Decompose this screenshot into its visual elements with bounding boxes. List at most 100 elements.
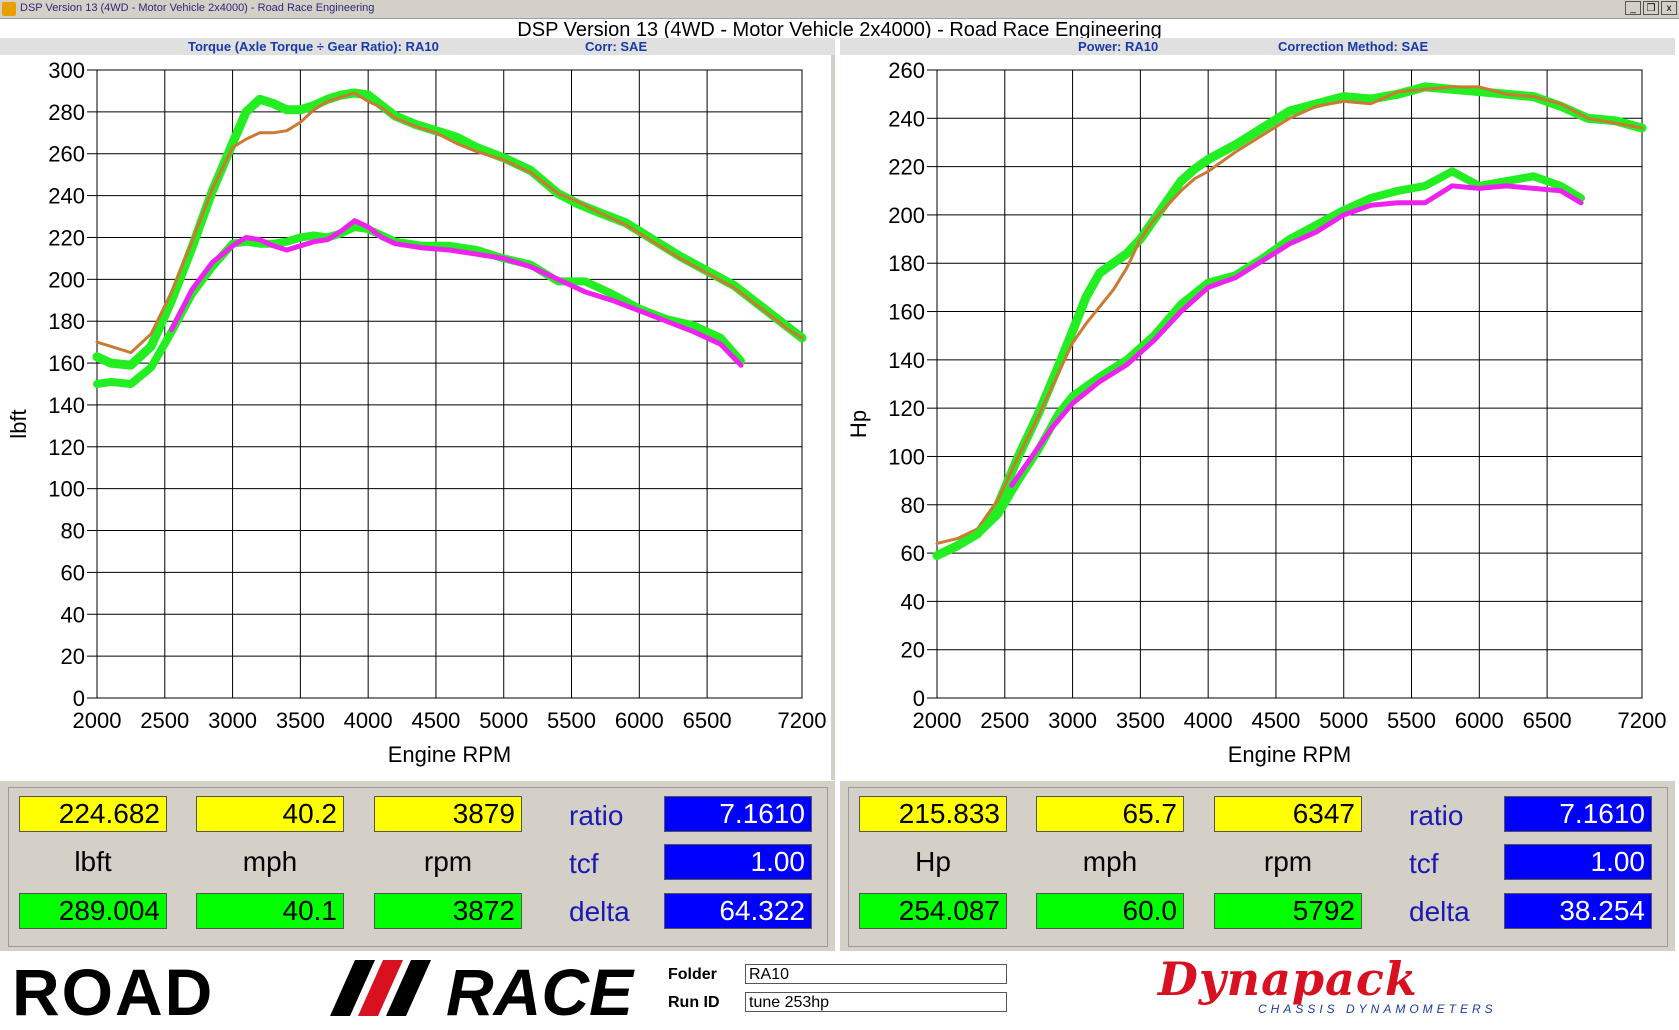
x-tick-label: 3000: [208, 708, 257, 733]
x-tick-label: 4000: [344, 708, 393, 733]
left-corr-label: Corr: SAE: [585, 39, 648, 54]
tcf-label: tcf: [1409, 848, 1439, 879]
tcf-label: tcf: [569, 848, 599, 879]
footer: ROAD RACE Folder RA10 Run ID tune 253hp …: [0, 952, 1679, 1029]
x-tick-label: 4500: [411, 708, 460, 733]
x-axis-label: Engine RPM: [388, 742, 512, 767]
x-tick-label: 6500: [1523, 708, 1572, 733]
road-race-logo-road: ROAD: [12, 955, 215, 1029]
window-titlebar: DSP Version 13 (4WD - Motor Vehicle 2x40…: [0, 0, 1679, 19]
series-line-green-0: [932, 82, 1647, 560]
y-tick-label: 240: [888, 106, 925, 131]
y-tick-label: 100: [48, 477, 85, 502]
delta-value: 38.254: [1504, 893, 1652, 929]
unit-hp: Hp: [915, 846, 951, 877]
power-chart: 2000 2500 3000 3500 4000 4500 5000 5500 6000 6500…: [846, 58, 1667, 767]
y-tick-label: 160: [48, 351, 85, 376]
series-line-orange-1: [935, 85, 1644, 545]
y-tick-label: 0: [913, 686, 925, 711]
y-axis-label: Hp: [846, 410, 871, 438]
y-tick-label: 200: [888, 203, 925, 228]
tcf-value: 1.00: [1504, 844, 1652, 880]
road-race-stripes-icon: [330, 960, 431, 1016]
y-tick-label: 220: [888, 155, 925, 180]
y-tick-label: 140: [48, 393, 85, 418]
x-tick-label: 5500: [547, 708, 596, 733]
right-readout-frame: 215.833 65.7 6347 Hp mph rpm 254.087 60.…: [848, 787, 1668, 947]
unit-rpm: rpm: [423, 846, 473, 877]
x-tick-label: 3500: [1116, 708, 1165, 733]
left-readout-panel: 224.682 40.2 3879 lbft mph rpm 289.004 4…: [0, 781, 835, 951]
y-tick-label: 20: [901, 638, 925, 663]
y-tick-label: 260: [48, 142, 85, 167]
cursor-mph-value: 65.7: [1036, 796, 1184, 832]
run-id-label: Run ID: [668, 994, 720, 1011]
y-tick-label: 80: [901, 493, 925, 518]
app-icon: [2, 2, 16, 16]
series-line-orange-1: [95, 91, 804, 355]
y-tick-label: 260: [888, 58, 925, 83]
ratio-value: 7.1610: [1504, 796, 1652, 832]
unit-lbft: lbft: [74, 846, 112, 877]
y-tick-label: 160: [888, 300, 925, 325]
right-chart-header: Power: RA10 Correction Method: SAE: [840, 38, 1675, 55]
torque-chart: 2000 2500 3000 3500 4000 4500 5000 5500 6000 6500…: [6, 58, 827, 767]
right-corr-label: Correction Method: SAE: [1278, 39, 1429, 54]
y-tick-label: 220: [48, 225, 85, 250]
y-axis-label: lbft: [6, 409, 31, 438]
x-tick-label: 5000: [479, 708, 528, 733]
restore-button[interactable]: ❒: [1643, 1, 1659, 15]
right-measure-label: Power: RA10: [1078, 39, 1159, 54]
delta-value: 64.322: [664, 893, 812, 929]
y-tick-label: 80: [61, 519, 85, 544]
torque-chart-panel: 2000 2500 3000 3500 4000 4500 5000 5500 6000 6500…: [0, 55, 830, 780]
peak-mph-value: 60.0: [1036, 893, 1184, 929]
tcf-value: 1.00: [664, 844, 812, 880]
window-title: DSP Version 13 (4WD - Motor Vehicle 2x40…: [20, 2, 375, 14]
series-line-green-2: [933, 167, 1585, 560]
window-controls: _ ❒ x: [1625, 1, 1677, 15]
minimize-button[interactable]: _: [1625, 1, 1641, 15]
left-measure-label: Torque (Axle Torque ÷ Gear Ratio): RA10: [188, 39, 439, 54]
x-tick-label: 6000: [1455, 708, 1504, 733]
plot-frame: [96, 69, 803, 699]
x-tick-label: 2500: [980, 708, 1029, 733]
y-tick-label: 60: [61, 560, 85, 585]
series-line-magenta-3: [169, 218, 744, 368]
ratio-label: ratio: [569, 800, 624, 831]
x-tick-label: 6500: [683, 708, 732, 733]
x-tick-label: 4000: [1184, 708, 1233, 733]
x-tick-label: 2500: [140, 708, 189, 733]
folder-field[interactable]: RA10: [745, 964, 1007, 984]
y-tick-label: 100: [888, 444, 925, 469]
x-tick-label: 5500: [1387, 708, 1436, 733]
dynapack-logo: Dynapack: [1158, 952, 1418, 1006]
x-tick-label: 5000: [1319, 708, 1368, 733]
y-tick-label: 140: [888, 348, 925, 373]
y-tick-label: 200: [48, 267, 85, 292]
folder-label: Folder: [668, 966, 717, 983]
y-tick-label: 280: [48, 100, 85, 125]
right-readout-panel: 215.833 65.7 6347 Hp mph rpm 254.087 60.…: [840, 781, 1675, 951]
ratio-label: ratio: [1409, 800, 1464, 831]
x-tick-label: 6000: [615, 708, 664, 733]
run-id-field[interactable]: tune 253hp: [745, 992, 1007, 1012]
y-tick-label: 300: [48, 58, 85, 83]
x-axis-label: Engine RPM: [1228, 742, 1352, 767]
x-tick-label: 2000: [913, 708, 962, 733]
x-tick-label: 7200: [778, 708, 827, 733]
app-title: DSP Version 13 (4WD - Motor Vehicle 2x40…: [517, 19, 1162, 39]
power-chart-panel: 2000 2500 3000 3500 4000 4500 5000 5500 6000 6500…: [840, 55, 1670, 780]
x-tick-label: 3500: [276, 708, 325, 733]
cursor-hp-value: 215.833: [859, 796, 1007, 832]
x-tick-label: 7200: [1618, 708, 1667, 733]
y-tick-label: 120: [888, 396, 925, 421]
y-tick-label: 180: [888, 251, 925, 276]
cursor-mph-value: 40.2: [196, 796, 344, 832]
x-tick-label: 3000: [1048, 708, 1097, 733]
cursor-torque-value: 224.682: [19, 796, 167, 832]
left-chart-header: Torque (Axle Torque ÷ Gear Ratio): RA10 …: [0, 38, 835, 55]
close-button[interactable]: x: [1661, 1, 1677, 15]
left-readout-frame: 224.682 40.2 3879 lbft mph rpm 289.004 4…: [8, 787, 828, 947]
unit-mph: mph: [1082, 846, 1138, 877]
